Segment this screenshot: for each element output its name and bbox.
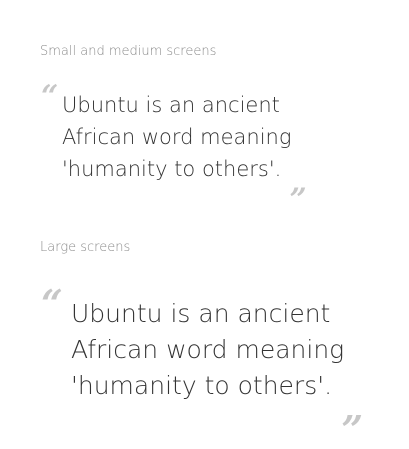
open-quote-icon: “ <box>41 79 59 114</box>
open-quote-icon: “ <box>41 281 63 326</box>
section-label-small-medium: Small and medium screens <box>40 44 217 59</box>
quote-line: African word meaning <box>62 125 292 149</box>
pull-quote-small: “ Ubuntu is an ancient African word mean… <box>40 79 409 198</box>
close-quote-icon: „ <box>342 385 364 430</box>
quote-line: Ubuntu is an ancient <box>71 299 331 328</box>
quote-text: Ubuntu is an ancient African word meanin… <box>62 89 291 185</box>
quote-line: 'humanity to others'. <box>62 157 282 181</box>
section-label-large: Large screens <box>40 240 131 255</box>
quote-line: African word meaning <box>71 335 345 364</box>
quote-text: Ubuntu is an ancient African word meanin… <box>71 296 344 404</box>
quote-line: Ubuntu is an ancient <box>62 93 280 117</box>
close-quote-icon: „ <box>290 165 308 200</box>
quote-line: 'humanity to others'. <box>71 371 333 400</box>
pull-quote-large: “ Ubuntu is an ancient African word mean… <box>40 281 409 427</box>
